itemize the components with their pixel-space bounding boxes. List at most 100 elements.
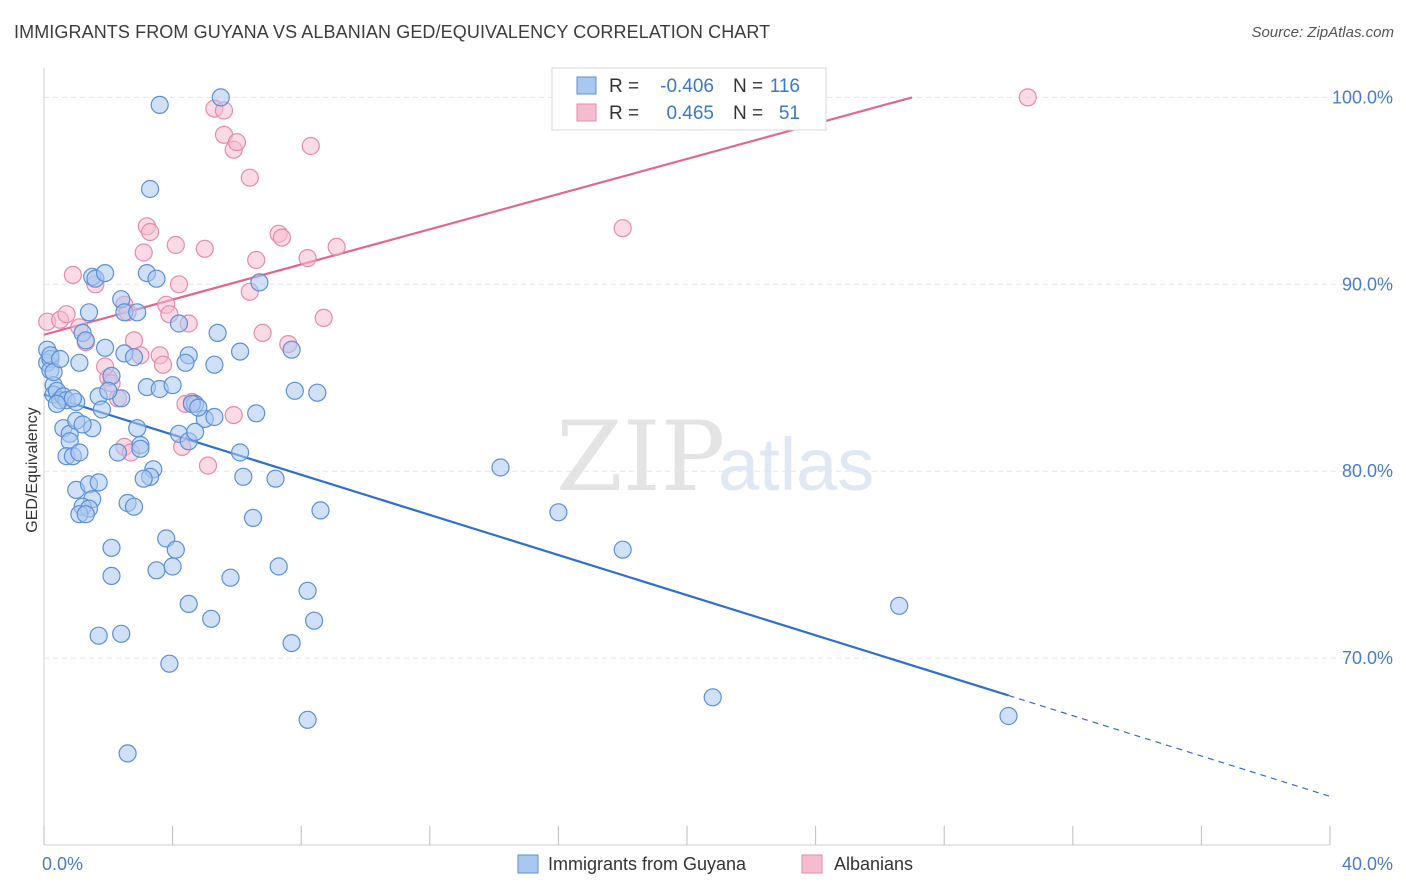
- guyana-point: [999, 706, 1018, 726]
- legend-r-value-albanian: 0.465: [666, 103, 714, 124]
- guyana-point: [298, 581, 317, 600]
- guyana-point: [124, 348, 144, 367]
- legend-n-value-albanian: 51: [779, 103, 800, 124]
- guyana-point: [208, 323, 227, 342]
- y-tick-label: 80.0%: [1342, 461, 1393, 481]
- watermark: ZIP atlas: [556, 401, 874, 513]
- guyana-point: [298, 710, 317, 729]
- trend-lines: [43, 96, 1331, 797]
- albanian-point: [166, 235, 185, 255]
- axes: [43, 68, 1331, 846]
- albanian-point: [253, 323, 272, 342]
- guyana-point: [99, 381, 118, 400]
- albanian-point: [169, 275, 189, 294]
- guyana-point: [92, 400, 112, 419]
- albanian-point: [198, 456, 218, 475]
- guyana-point: [128, 303, 147, 322]
- legend-box: [551, 67, 827, 131]
- guyana-point: [160, 654, 179, 673]
- guyana-point: [112, 624, 131, 643]
- guyana-points: [38, 88, 1018, 763]
- legend-r-label-guyana: R =: [609, 76, 639, 97]
- guyana-point: [63, 389, 83, 408]
- guyana-point: [266, 469, 285, 488]
- guyana-point: [73, 415, 92, 434]
- guyana-point: [234, 467, 253, 486]
- albanian-point: [327, 237, 346, 256]
- guyana-point: [305, 611, 324, 630]
- guyana-point: [491, 458, 510, 477]
- albanian-point: [195, 239, 214, 258]
- guyana-point: [76, 331, 95, 350]
- series-legend-swatch-guyana: [517, 854, 539, 874]
- albanian-point: [301, 136, 320, 156]
- legend-n-value-guyana: 116: [770, 76, 800, 97]
- guyana-point: [250, 273, 269, 292]
- y-tick-labels: 70.0% 80.0% 90.0% 100.0%: [1332, 87, 1393, 668]
- guyana-point: [163, 376, 182, 395]
- watermark-atlas: atlas: [718, 423, 874, 506]
- guyana-point: [205, 355, 224, 374]
- legend-n-label-guyana: N =: [733, 76, 763, 97]
- guyana-point: [221, 568, 240, 587]
- albanian-point: [153, 355, 173, 374]
- x-tick-label-start: 0.0%: [42, 854, 83, 874]
- guyana-point: [247, 404, 266, 423]
- guyana-point: [613, 540, 632, 559]
- guyana-point: [47, 394, 67, 413]
- legend-r-value-guyana: -0.406: [660, 76, 714, 97]
- guyana-point: [50, 349, 70, 369]
- x-tick-labels: 0.0% 40.0%: [42, 854, 1393, 874]
- albanian-point: [134, 243, 153, 262]
- albanian-point: [613, 219, 632, 238]
- guyana-point: [131, 439, 150, 458]
- legend-n-label-albanian: N =: [733, 103, 763, 124]
- guyana-point: [205, 407, 224, 427]
- guyana-point: [102, 566, 121, 586]
- guyana-point: [150, 95, 169, 115]
- albanian-point: [1018, 88, 1037, 107]
- correlation-legend: R = -0.406 N = 116 R = 0.465 N = 51: [551, 67, 827, 131]
- guyana-point: [95, 264, 115, 283]
- guyana-point: [118, 744, 137, 763]
- guyana-point: [79, 303, 99, 322]
- guyana-point: [108, 443, 128, 462]
- y-tick-label: 100.0%: [1332, 87, 1393, 107]
- guyana-point: [76, 505, 95, 524]
- guyana-point: [176, 353, 195, 372]
- albanian-point: [314, 308, 333, 327]
- albanian-point: [57, 305, 76, 324]
- guyana-point: [269, 557, 288, 576]
- watermark-zip: ZIP: [556, 401, 725, 513]
- guyana-point: [163, 557, 182, 576]
- guyana-point: [202, 609, 221, 628]
- guyana-point: [308, 383, 327, 402]
- guyana-point: [311, 501, 330, 520]
- guyana-point: [179, 594, 198, 614]
- guyana-point: [703, 688, 722, 707]
- albanian-point: [141, 222, 160, 242]
- guyana-point: [169, 314, 189, 333]
- legend-r-label-albanian: R =: [609, 103, 639, 124]
- albanian-point: [240, 168, 259, 187]
- guyana-point: [211, 88, 230, 107]
- guyana-point: [147, 561, 166, 580]
- guyana-point: [282, 633, 301, 653]
- series-legend: Immigrants from Guyana Albanians: [517, 854, 913, 874]
- guyana-point: [141, 179, 160, 199]
- y-tick-label: 70.0%: [1342, 648, 1393, 668]
- guyana-trend-extension: [1008, 694, 1331, 797]
- albanian-point: [247, 250, 266, 270]
- albanian-point: [227, 133, 246, 152]
- guyana-point: [231, 342, 250, 361]
- series-legend-swatch-albanian: [801, 854, 823, 874]
- chart-title: IMMIGRANTS FROM GUYANA VS ALBANIAN GED/E…: [14, 22, 771, 42]
- guyana-point: [166, 540, 185, 559]
- guyana-point: [282, 340, 301, 359]
- guyana-point: [243, 508, 263, 528]
- albanian-trend-line: [43, 96, 913, 336]
- albanian-points: [38, 88, 1037, 475]
- series-legend-label-albanian: Albanians: [834, 854, 913, 874]
- albanian-point: [224, 406, 243, 425]
